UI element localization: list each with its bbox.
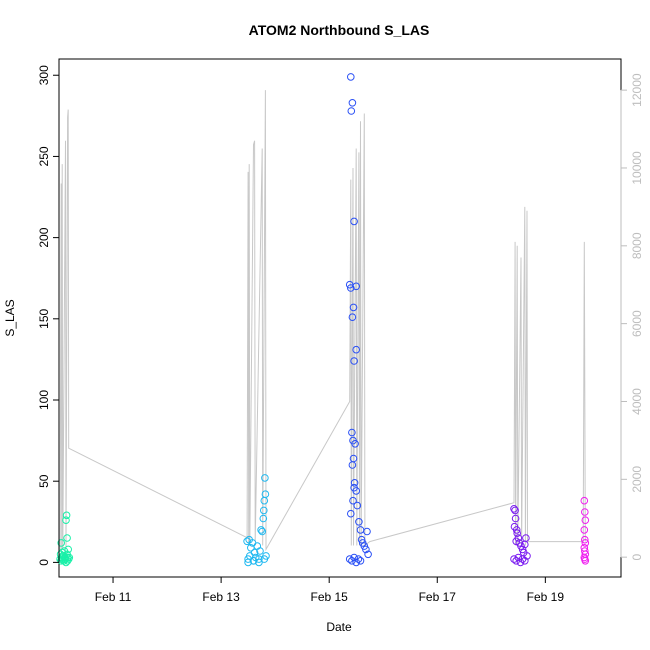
data-point [363, 527, 371, 536]
data-point [348, 99, 357, 107]
data-point [581, 539, 590, 547]
y2-tick-label: 2000 [630, 466, 644, 493]
data-point [353, 501, 362, 510]
y-tick-label: 250 [37, 146, 51, 166]
data-point [261, 474, 269, 482]
data-point [512, 526, 521, 534]
data-point [518, 555, 527, 563]
data-point [350, 479, 359, 487]
data-point [62, 511, 71, 520]
data-point [522, 534, 530, 542]
data-point [513, 529, 522, 538]
y2-axis: 0 2000 4000 6000 8000 10000 12000 [620, 73, 644, 560]
data-point [256, 547, 264, 555]
data-point [580, 496, 589, 505]
data-point [581, 508, 589, 516]
x-tick-label: Feb 19 [527, 590, 565, 604]
data-point [347, 509, 355, 518]
data-point [260, 555, 269, 563]
data-point [514, 553, 523, 562]
data-point [243, 537, 251, 546]
data-point [521, 557, 529, 565]
data-point [350, 217, 358, 226]
x-tick-label: Feb 13 [202, 590, 240, 604]
data-point [348, 461, 357, 469]
data-point [348, 428, 356, 437]
y2-tick-label: 12000 [630, 73, 644, 107]
data-point [249, 557, 258, 565]
data-point [347, 284, 355, 292]
y-tick-label: 50 [37, 474, 51, 488]
data-point [257, 526, 265, 534]
y-tick-label: 300 [37, 65, 51, 85]
data-point [347, 107, 356, 115]
data-point [260, 496, 269, 505]
data-point [352, 282, 361, 291]
data-point [581, 535, 589, 544]
data-point [64, 545, 72, 554]
data-point [511, 506, 519, 515]
data-point [352, 345, 361, 354]
data-point [349, 303, 358, 312]
data-point [244, 558, 252, 567]
data-point [580, 526, 589, 534]
x-axis: Feb 11 Feb 13 Feb 15 Feb 17 Feb 19 [95, 576, 565, 604]
data-point [347, 73, 355, 81]
data-point [260, 506, 268, 515]
y-tick-label: 0 [37, 559, 51, 566]
plot-area [58, 58, 622, 578]
x-tick-label: Feb 11 [95, 590, 132, 604]
data-point [63, 553, 72, 562]
data-point [357, 535, 366, 544]
secondary-series-line [59, 90, 586, 552]
y-tick-label: 200 [37, 227, 51, 247]
data-point [362, 545, 370, 554]
data-point [261, 490, 270, 499]
data-point [255, 555, 263, 563]
data-point [62, 558, 70, 567]
y-tick-label: 150 [37, 308, 51, 328]
x-axis-label: Date [326, 620, 352, 634]
x-tick-label: Feb 15 [311, 590, 349, 604]
data-point [510, 505, 518, 513]
secondary-line-layer [59, 90, 586, 552]
points-layer [56, 73, 590, 567]
data-point [355, 518, 363, 526]
data-point [250, 548, 259, 557]
data-point [354, 555, 363, 563]
y-axis: 0 50 100 150 200 250 300 [37, 65, 60, 566]
data-point [255, 558, 263, 567]
data-point [348, 313, 357, 322]
data-point [349, 496, 357, 505]
data-point [258, 527, 267, 536]
y2-tick-label: 8000 [630, 232, 644, 259]
data-point [63, 534, 71, 542]
data-point [511, 514, 520, 523]
x-tick-label: Feb 17 [419, 590, 457, 604]
data-point [352, 487, 361, 495]
data-point [57, 539, 66, 547]
data-point [349, 436, 357, 445]
data-point [510, 555, 518, 563]
data-point [581, 516, 590, 525]
chart-title: ATOM2 Northbound S_LAS [249, 22, 430, 38]
data-point [259, 514, 268, 523]
y2-tick-label: 10000 [630, 151, 644, 185]
y2-tick-label: 6000 [630, 310, 644, 337]
data-point [518, 545, 527, 554]
y2-tick-label: 4000 [630, 388, 644, 415]
data-point [581, 557, 590, 565]
data-point [345, 555, 354, 563]
y2-tick-label: 0 [630, 553, 644, 560]
y-axis-label: S_LAS [3, 299, 17, 336]
data-point [62, 516, 70, 525]
data-point [364, 550, 372, 559]
y-tick-label: 100 [37, 390, 51, 410]
data-point [350, 553, 358, 562]
data-point [350, 357, 358, 365]
data-point [356, 557, 365, 565]
data-point [356, 526, 365, 534]
